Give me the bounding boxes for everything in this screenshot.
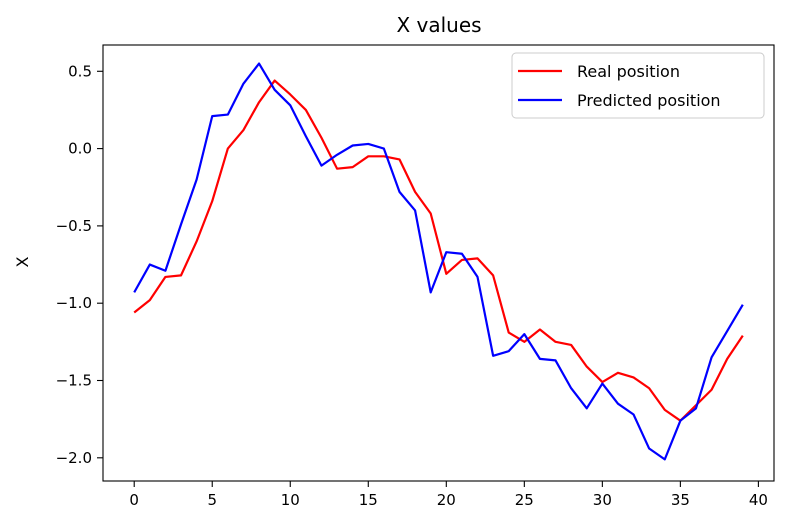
legend-box [511,52,765,119]
plot-area [102,44,775,482]
y-tick-label: −1.5 [56,372,92,390]
y-axis: 0.5 0.0 −0.5 −1.0 −1.5 −2.0 [56,62,103,467]
x-tick-label: 30 [593,491,612,509]
y-tick-label: −0.5 [56,217,92,235]
legend-label-2: Predicted position [577,91,721,110]
x-tick-label: 40 [749,491,768,509]
x-tick-label: 20 [437,491,456,509]
x-tick-label: 5 [207,491,217,509]
y-tick-label: 0.0 [68,140,92,158]
x-tick-label: 15 [359,491,378,509]
plot-frame [102,44,775,482]
y-axis-label: X [13,256,32,267]
x-axis: 0 5 10 15 20 25 30 35 40 [129,481,768,509]
x-tick-label: 35 [671,491,690,509]
x-tick-label: 0 [129,491,139,509]
x-tick-label: 25 [515,491,534,509]
series-line-1 [133,79,744,422]
x-tick-label: 10 [281,491,300,509]
y-tick-label: 0.5 [68,62,92,80]
y-tick-label: −1.0 [56,294,92,312]
series-line-2 [133,62,744,461]
legend: Real position Predicted position [511,52,765,119]
y-tick-label: −2.0 [56,449,92,467]
chart-title: X values [396,13,481,37]
legend-label-1: Real position [577,62,680,81]
